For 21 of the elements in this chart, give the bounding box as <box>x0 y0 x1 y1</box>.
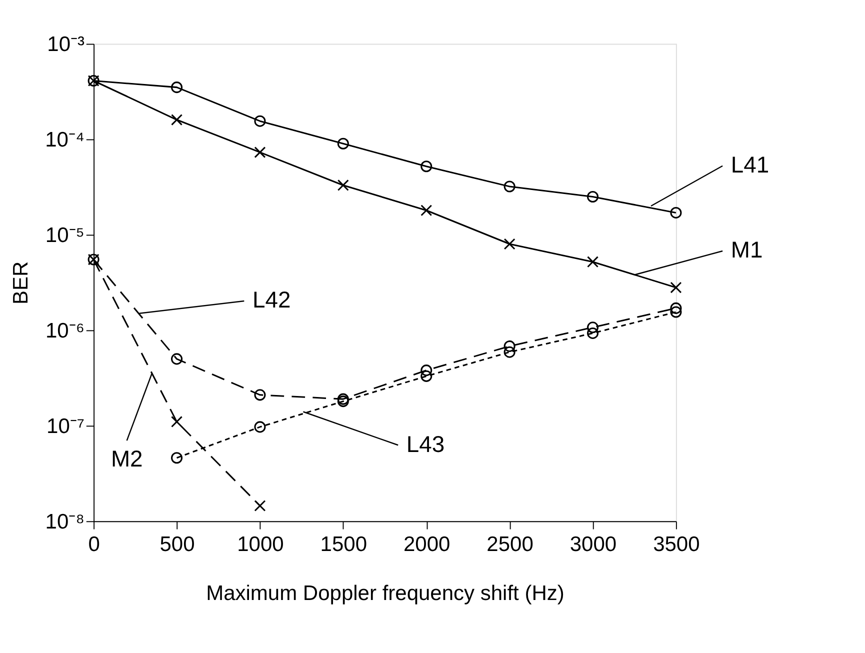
x-tick-label: 3500 <box>653 533 700 556</box>
x-tick-label: 2500 <box>486 533 534 556</box>
y-tick-label: 10⁻⁸ <box>45 510 84 534</box>
y-tick-label: 10⁻⁴ <box>45 128 84 152</box>
x-tick-label: 1000 <box>237 533 284 556</box>
y-tick-label: 10⁻⁷ <box>46 414 84 438</box>
x-tick-label: 0 <box>88 533 100 556</box>
y-axis-title: BER <box>9 261 32 305</box>
annotation: M1 <box>730 236 763 263</box>
x-axis-title: Maximum Doppler frequency shift (Hz) <box>206 582 564 605</box>
x-tick-label: 3000 <box>570 533 617 556</box>
y-tick-label: 10⁻⁵ <box>45 224 84 247</box>
x-tick-label: 2000 <box>403 533 450 556</box>
annotation: L41 <box>730 152 770 178</box>
annotation: M2 <box>110 445 143 472</box>
y-tick-label: 10⁻³ <box>47 32 84 56</box>
x-tick-label: 1500 <box>320 533 367 556</box>
x-tick-label: 500 <box>160 533 195 556</box>
annotation: L43 <box>406 430 445 457</box>
annotation: L42 <box>252 286 291 313</box>
y-tick-label: 10⁻⁶ <box>45 319 84 342</box>
